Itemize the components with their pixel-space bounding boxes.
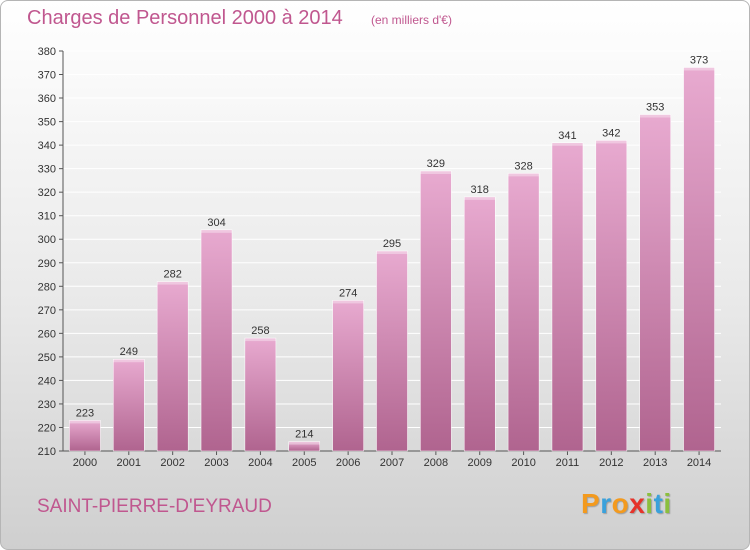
data-label-2007: 295 xyxy=(383,238,401,250)
y-tick-label: 340 xyxy=(38,140,56,152)
bar-2008 xyxy=(420,170,452,452)
x-tick-label: 2013 xyxy=(643,457,667,469)
logo-letter: t xyxy=(653,488,664,519)
data-label-2013: 353 xyxy=(646,102,664,114)
y-tick-label: 230 xyxy=(38,399,56,411)
y-tick-label: 320 xyxy=(38,187,56,199)
y-tick-label: 270 xyxy=(38,305,56,317)
bar-highlight xyxy=(595,140,627,144)
bar-2004 xyxy=(244,337,277,452)
labels: 223 249 282 304 258 214 274 295 329 318 328 341 342 3… xyxy=(76,54,708,440)
logo-letter: P xyxy=(581,488,601,519)
chart-subtitle: (en milliers d'€) xyxy=(371,13,452,27)
x-tick-label: 2003 xyxy=(204,457,228,469)
bar-2006 xyxy=(332,300,364,452)
bar-2010 xyxy=(507,173,540,452)
bar-highlight xyxy=(244,338,276,342)
data-label-2003: 304 xyxy=(207,217,225,229)
bar-highlight xyxy=(113,359,145,363)
bar-2012 xyxy=(595,140,628,452)
bar-2001 xyxy=(113,358,145,452)
bar-highlight xyxy=(420,171,452,174)
x-tick-label: 2008 xyxy=(424,457,448,469)
y-tick-label: 240 xyxy=(38,375,56,387)
logo-letter: o xyxy=(611,488,630,519)
proxiti-logo[interactable]: Proxiti xyxy=(581,488,672,520)
logo-letter: i xyxy=(663,488,672,519)
data-label-2009: 318 xyxy=(471,184,489,196)
x-tick-label: 2011 xyxy=(556,457,580,469)
x-tick-label: 2007 xyxy=(380,457,404,469)
logo-letter: i xyxy=(645,488,654,519)
bar-highlight xyxy=(551,142,583,146)
bar-2002 xyxy=(156,281,189,452)
bar-2007 xyxy=(376,250,408,452)
data-label-2012: 342 xyxy=(602,127,620,139)
data-label-2000: 223 xyxy=(76,407,94,419)
bar-2005 xyxy=(288,441,321,452)
logo-letter: x xyxy=(629,488,646,519)
y-tick-label: 380 xyxy=(38,46,56,58)
y-tick-label: 350 xyxy=(38,117,56,129)
bar-highlight xyxy=(376,251,408,254)
axes: 210 220 230 240 250 260 270 280 290 300 310 320 330 3… xyxy=(38,46,721,469)
y-tick-label: 300 xyxy=(38,234,56,246)
data-label-2002: 282 xyxy=(163,269,181,281)
x-tick-label: 2006 xyxy=(336,457,360,469)
bar-highlight xyxy=(508,173,540,177)
x-tick-label: 2009 xyxy=(467,457,491,469)
data-label-2004: 258 xyxy=(251,325,269,337)
bars xyxy=(69,67,715,452)
bar-highlight xyxy=(288,441,320,445)
x-tick-label: 2001 xyxy=(117,457,141,469)
bar-highlight xyxy=(639,114,671,118)
bar-highlight xyxy=(332,300,364,304)
chart-title: Charges de Personnel 2000 à 2014 xyxy=(27,7,343,29)
x-tick-label: 2014 xyxy=(687,457,711,469)
x-tick-label: 2012 xyxy=(599,457,623,469)
x-tick-label: 2004 xyxy=(248,457,272,469)
x-tick-label: 2005 xyxy=(292,457,316,469)
y-tick-label: 250 xyxy=(38,352,56,364)
x-tick-label: 2002 xyxy=(160,457,184,469)
y-tick-label: 310 xyxy=(38,211,56,223)
bar-highlight xyxy=(201,229,233,233)
x-tick-label: 2010 xyxy=(511,457,535,469)
y-tick-label: 260 xyxy=(38,328,56,340)
data-label-2005: 214 xyxy=(295,429,313,441)
bar-highlight xyxy=(157,281,189,285)
data-label-2008: 329 xyxy=(427,158,445,170)
y-tick-label: 210 xyxy=(38,446,56,458)
data-label-2010: 328 xyxy=(514,160,532,172)
y-tick-label: 360 xyxy=(38,93,56,105)
data-label-2006: 274 xyxy=(339,287,357,299)
bar-2013 xyxy=(639,114,671,452)
x-tick-label: 2000 xyxy=(73,457,97,469)
bar-2000 xyxy=(69,420,101,452)
bar-highlight xyxy=(464,196,496,200)
bar-2014 xyxy=(683,67,715,452)
y-tick-label: 290 xyxy=(38,258,56,270)
y-tick-label: 220 xyxy=(38,422,56,434)
bar-2003 xyxy=(200,229,233,452)
y-tick-label: 280 xyxy=(38,281,56,293)
y-tick-label: 330 xyxy=(38,164,56,176)
bar-highlight xyxy=(683,67,715,71)
bar-2011 xyxy=(551,142,584,452)
y-tick-label: 370 xyxy=(38,70,56,82)
bar-2009 xyxy=(463,196,496,452)
data-label-2014: 373 xyxy=(690,54,708,66)
logo-letter: r xyxy=(600,488,612,519)
data-label-2011: 341 xyxy=(558,130,576,142)
commune-name: SAINT-PIERRE-D'EYRAUD xyxy=(37,496,272,517)
bar-highlight xyxy=(69,420,101,424)
data-label-2001: 249 xyxy=(120,346,138,358)
